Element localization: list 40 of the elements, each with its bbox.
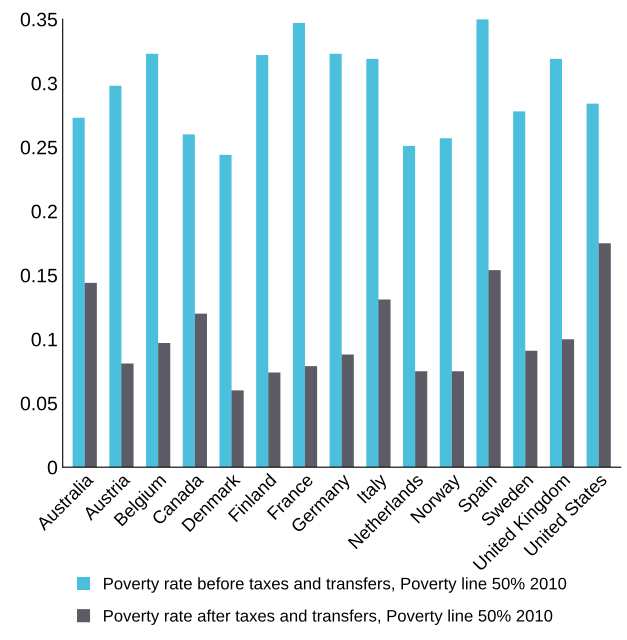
bar <box>562 339 574 468</box>
bar <box>598 243 611 468</box>
y-tick-label: 0.1 <box>32 332 57 346</box>
bar <box>292 23 305 468</box>
bar <box>586 104 599 468</box>
bar <box>158 343 170 468</box>
bar <box>452 371 464 468</box>
bar <box>488 270 501 468</box>
y-tick-label: 0.35 <box>20 12 58 26</box>
bar <box>550 58 562 468</box>
bar <box>525 350 538 468</box>
legend-label: Poverty rate after taxes and transfers, Poverty line 50% 2010 <box>104 609 552 625</box>
bar <box>194 314 207 468</box>
bar <box>84 282 97 468</box>
bar <box>232 390 244 468</box>
bar <box>182 134 195 468</box>
bar <box>378 300 391 468</box>
bar <box>109 86 122 468</box>
y-tick-label: 0 <box>48 460 58 474</box>
y-tick-label: 0.15 <box>20 268 58 282</box>
bar <box>342 354 354 468</box>
bar <box>305 366 318 468</box>
bar <box>513 111 526 468</box>
bar <box>403 146 416 468</box>
y-tick-label: 0.05 <box>20 396 58 410</box>
bar <box>72 118 85 468</box>
y-tick-label: 0.3 <box>32 76 57 90</box>
legend-label: Poverty rate before taxes and transfers, Poverty line 50% 2010 <box>104 577 566 593</box>
bar <box>268 372 280 468</box>
bar <box>330 54 342 468</box>
y-tick-label: 0.25 <box>20 140 58 154</box>
y-tick-label: 0.2 <box>32 204 57 218</box>
bar <box>476 19 489 468</box>
bar <box>256 55 268 468</box>
bar <box>415 371 428 468</box>
bar <box>366 58 378 468</box>
bar <box>146 54 158 468</box>
bar <box>219 154 232 468</box>
bar <box>121 364 134 468</box>
bar <box>440 138 452 468</box>
